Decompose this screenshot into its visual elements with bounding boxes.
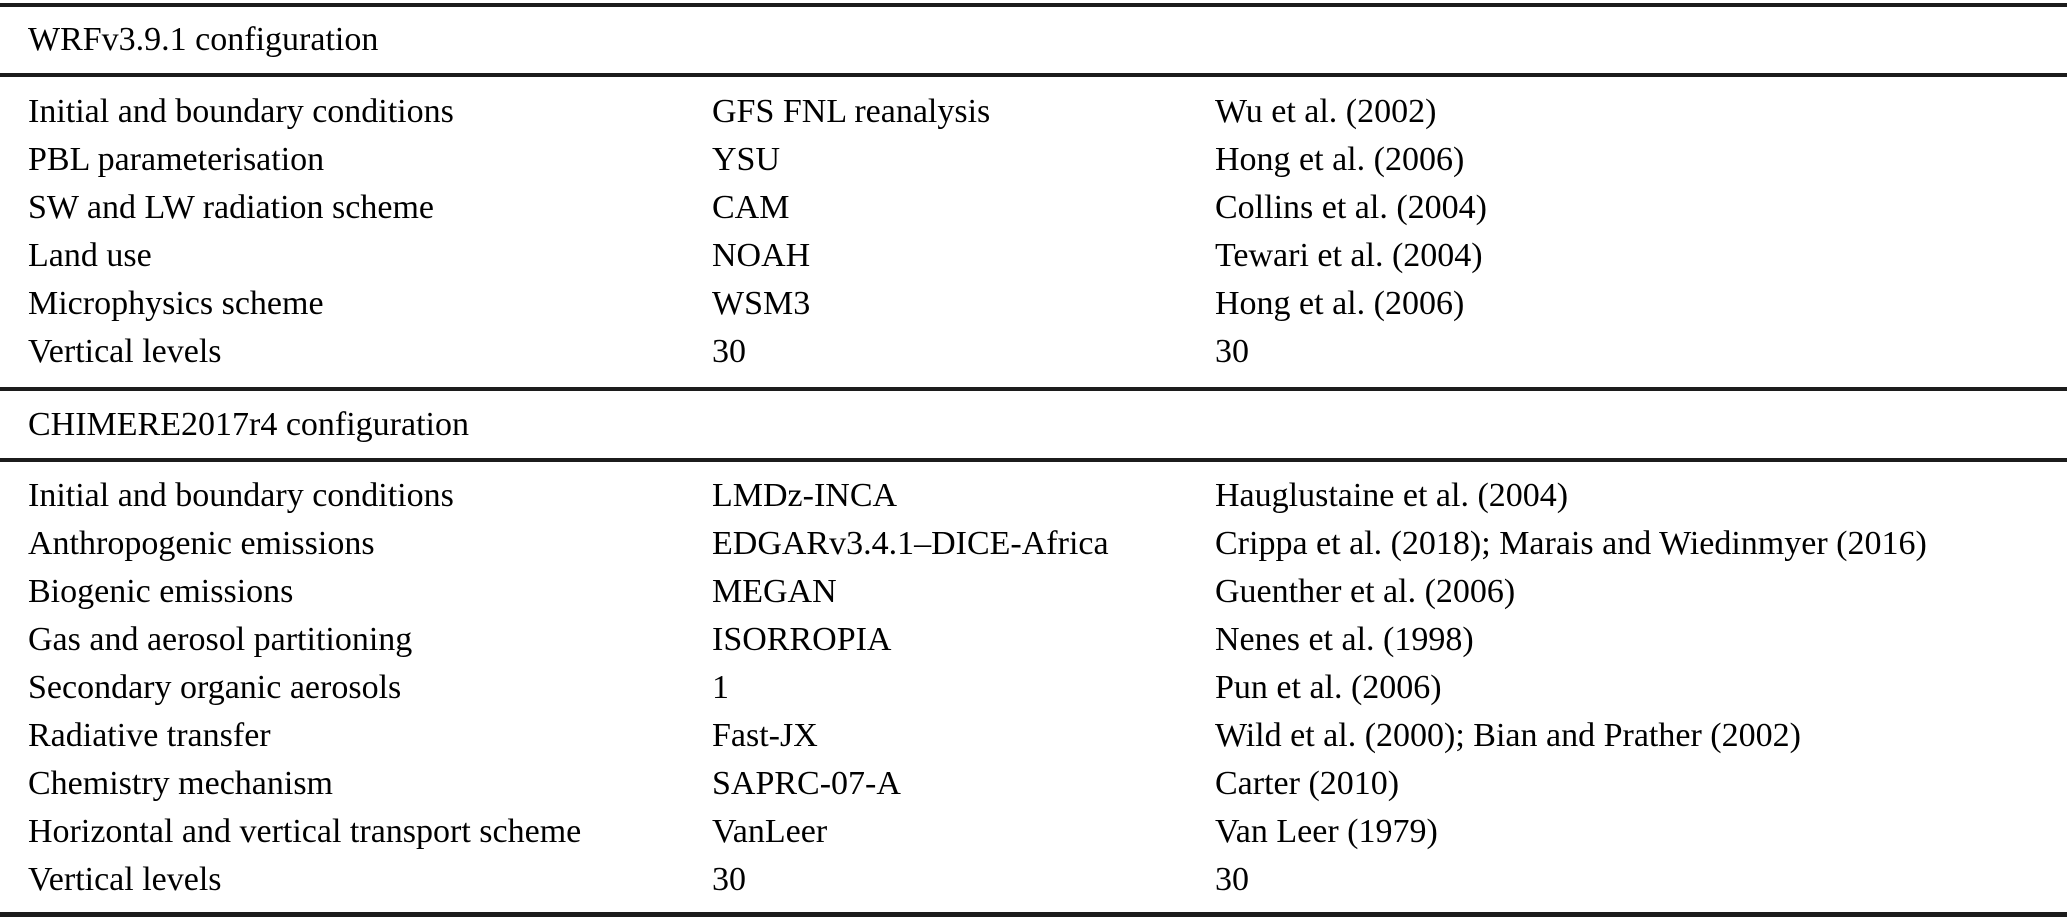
reference-cell: Carter (2010) bbox=[1215, 765, 1400, 802]
parameter-cell: Secondary organic aerosols bbox=[28, 669, 402, 706]
table-row: Land use NOAH Tewari et al. (2004) bbox=[0, 232, 2067, 280]
table-row: Gas and aerosol partitioning ISORROPIA N… bbox=[0, 616, 2067, 664]
value-cell: NOAH bbox=[712, 237, 811, 274]
table-row: Secondary organic aerosols 1 Pun et al. … bbox=[0, 664, 2067, 712]
table-row: Initial and boundary conditions GFS FNL … bbox=[0, 88, 2067, 136]
table-bottom-rule bbox=[0, 912, 2067, 917]
parameter-cell: Initial and boundary conditions bbox=[28, 93, 454, 130]
table-top-rule bbox=[0, 3, 2067, 7]
value-cell: YSU bbox=[712, 141, 781, 178]
reference-cell: Pun et al. (2006) bbox=[1215, 669, 1442, 706]
table-row: Vertical levels 30 30 bbox=[0, 856, 2067, 904]
value-cell: 30 bbox=[712, 861, 746, 898]
reference-cell: Guenther et al. (2006) bbox=[1215, 573, 1516, 610]
reference-cell: Tewari et al. (2004) bbox=[1215, 237, 1483, 274]
value-cell: MEGAN bbox=[712, 573, 837, 610]
table-row: SW and LW radiation scheme CAM Collins e… bbox=[0, 184, 2067, 232]
value-cell: WSM3 bbox=[712, 285, 811, 322]
value-cell: VanLeer bbox=[712, 813, 828, 850]
parameter-cell: Horizontal and vertical transport scheme bbox=[28, 813, 582, 850]
section-rows-chimere: Initial and boundary conditions LMDz-INC… bbox=[0, 462, 2067, 912]
value-cell: LMDz-INCA bbox=[712, 477, 898, 514]
parameter-cell: SW and LW radiation scheme bbox=[28, 189, 434, 226]
section-header-chimere: CHIMERE2017r4 configuration bbox=[0, 391, 2067, 458]
table-row: Radiative transfer Fast-JX Wild et al. (… bbox=[0, 712, 2067, 760]
parameter-cell: PBL parameterisation bbox=[28, 141, 325, 178]
table-row: PBL parameterisation YSU Hong et al. (20… bbox=[0, 136, 2067, 184]
section-header-wrf: WRFv3.9.1 configuration bbox=[0, 7, 2067, 73]
parameter-cell: Anthropogenic emissions bbox=[28, 525, 375, 562]
table-row: Horizontal and vertical transport scheme… bbox=[0, 808, 2067, 856]
parameter-cell: Vertical levels bbox=[28, 861, 222, 898]
section-divider-rule bbox=[0, 458, 2067, 462]
value-cell: SAPRC-07-A bbox=[712, 765, 901, 802]
table-row: Vertical levels 30 30 bbox=[0, 328, 2067, 376]
table-row: Microphysics scheme WSM3 Hong et al. (20… bbox=[0, 280, 2067, 328]
value-cell: 30 bbox=[712, 333, 746, 370]
parameter-cell: Biogenic emissions bbox=[28, 573, 294, 610]
parameter-cell: Radiative transfer bbox=[28, 717, 271, 754]
reference-cell: Nenes et al. (1998) bbox=[1215, 621, 1474, 658]
section-title: CHIMERE2017r4 configuration bbox=[28, 405, 469, 443]
reference-cell: Collins et al. (2004) bbox=[1215, 189, 1487, 226]
parameter-cell: Gas and aerosol partitioning bbox=[28, 621, 413, 658]
reference-cell: Hong et al. (2006) bbox=[1215, 141, 1465, 178]
reference-cell: Crippa et al. (2018); Marais and Wiedinm… bbox=[1215, 525, 1927, 562]
table-row: Chemistry mechanism SAPRC-07-A Carter (2… bbox=[0, 760, 2067, 808]
reference-cell: 30 bbox=[1215, 333, 1249, 370]
value-cell: 1 bbox=[712, 669, 729, 706]
value-cell: Fast-JX bbox=[712, 717, 818, 754]
value-cell: GFS FNL reanalysis bbox=[712, 93, 991, 130]
value-cell: ISORROPIA bbox=[712, 621, 892, 658]
parameter-cell: Initial and boundary conditions bbox=[28, 477, 454, 514]
table-row: Anthropogenic emissions EDGARv3.4.1–DICE… bbox=[0, 520, 2067, 568]
value-cell: EDGARv3.4.1–DICE-Africa bbox=[712, 525, 1109, 562]
reference-cell: Hong et al. (2006) bbox=[1215, 285, 1465, 322]
reference-cell: Wild et al. (2000); Bian and Prather (20… bbox=[1215, 717, 1801, 754]
reference-cell: Van Leer (1979) bbox=[1215, 813, 1438, 850]
reference-cell: Wu et al. (2002) bbox=[1215, 93, 1437, 130]
table-row: Biogenic emissions MEGAN Guenther et al.… bbox=[0, 568, 2067, 616]
parameter-cell: Microphysics scheme bbox=[28, 285, 324, 322]
parameter-cell: Chemistry mechanism bbox=[28, 765, 334, 802]
section-divider-rule bbox=[0, 73, 2067, 77]
parameter-cell: Vertical levels bbox=[28, 333, 222, 370]
reference-cell: 30 bbox=[1215, 861, 1249, 898]
section-title: WRFv3.9.1 configuration bbox=[28, 21, 379, 58]
section-rows-wrf: Initial and boundary conditions GFS FNL … bbox=[0, 77, 2067, 387]
section-divider-rule bbox=[0, 387, 2067, 391]
parameter-cell: Land use bbox=[28, 237, 152, 274]
value-cell: CAM bbox=[712, 189, 790, 226]
reference-cell: Hauglustaine et al. (2004) bbox=[1215, 477, 1569, 514]
table-row: Initial and boundary conditions LMDz-INC… bbox=[0, 472, 2067, 520]
